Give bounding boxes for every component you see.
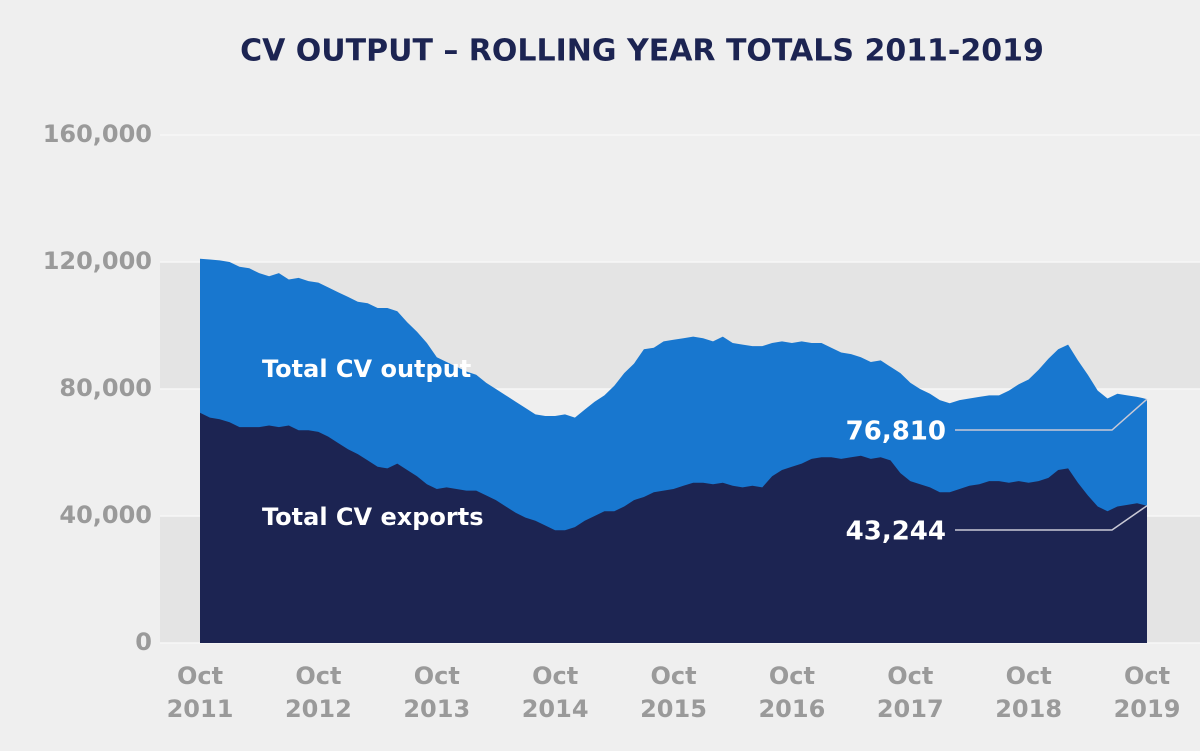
series-label: Total CV exports xyxy=(262,503,483,531)
value-label: 43,244 xyxy=(846,517,946,547)
y-tick-label: 40,000 xyxy=(59,501,152,529)
x-tick-label: Oct 2019 xyxy=(1113,662,1181,723)
chart-title: CV OUTPUT – ROLLING YEAR TOTALS 2011-201… xyxy=(240,34,1044,69)
value-label: 76,810 xyxy=(846,417,946,447)
y-tick-label: 120,000 xyxy=(43,247,152,275)
x-tick-label: Oct 2013 xyxy=(403,662,471,723)
y-tick-label: 0 xyxy=(135,628,152,656)
x-tick-label: Oct 2018 xyxy=(995,662,1063,723)
x-tick-label: Oct 2012 xyxy=(284,662,352,723)
x-tick-label: Oct 2014 xyxy=(521,662,589,723)
area xyxy=(200,412,1147,643)
y-tick-label: 160,000 xyxy=(43,120,152,148)
leader-line xyxy=(955,505,1148,531)
y-tick-label: 80,000 xyxy=(59,374,152,402)
x-tick-label: Oct 2015 xyxy=(640,662,707,723)
x-tick-label: Oct 2011 xyxy=(166,662,234,723)
x-tick-label: Oct 2017 xyxy=(876,662,944,723)
series-label: Total CV output xyxy=(262,355,471,383)
x-tick-label: Oct 2016 xyxy=(758,662,826,723)
leader-line xyxy=(955,398,1148,431)
